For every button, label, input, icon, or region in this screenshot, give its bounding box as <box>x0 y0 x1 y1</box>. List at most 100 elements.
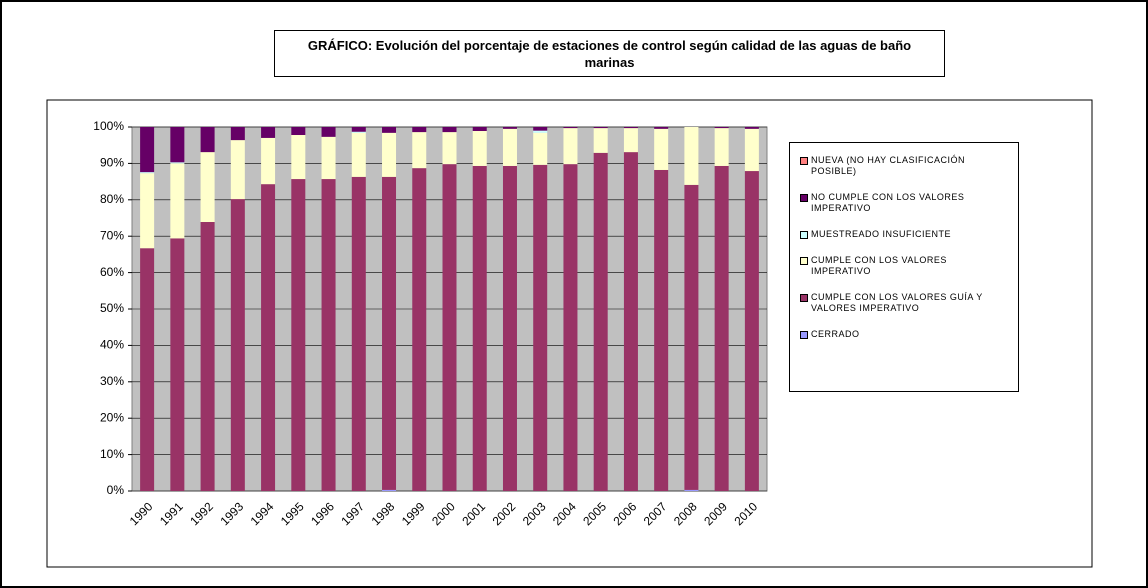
bar-segment <box>533 127 548 131</box>
bar-segment <box>563 128 578 165</box>
bar-segment <box>351 127 366 132</box>
bar-segment <box>593 127 608 129</box>
bar-segment <box>170 162 185 164</box>
legend-label: NUEVA (NO HAY CLASIFICACIÓN POSIBLE) <box>811 155 966 176</box>
y-tick-label: 0% <box>107 483 125 497</box>
bar-segment <box>382 132 397 177</box>
bar-segment <box>412 168 427 491</box>
legend-swatch <box>800 231 808 239</box>
y-tick-label: 50% <box>100 301 124 315</box>
bar-segment <box>502 165 517 491</box>
bar-segment <box>291 135 306 180</box>
bar-segment <box>684 127 699 185</box>
bar-segment <box>533 132 548 165</box>
bar-segment <box>654 127 669 129</box>
bar-segment <box>412 132 427 169</box>
bar-segment <box>442 132 457 165</box>
bar-segment <box>140 172 155 174</box>
bar-segment <box>412 127 427 133</box>
legend-item: CERRADO <box>800 329 990 340</box>
bar-segment <box>744 128 759 172</box>
legend-label: CUMPLE CON LOS VALORES GUÍA Y VALORES IM… <box>811 292 983 313</box>
y-tick-label: 40% <box>100 338 124 352</box>
bar-segment <box>170 163 185 239</box>
bar-segment <box>291 127 306 136</box>
bar-segment <box>200 127 215 153</box>
bar-segment <box>170 127 185 163</box>
bar-segment <box>321 127 336 137</box>
bar-segment <box>623 128 638 153</box>
bar-segment <box>714 128 729 166</box>
y-tick-label: 70% <box>100 228 124 242</box>
bar-segment <box>533 130 548 133</box>
bar-segment <box>654 128 669 170</box>
legend-item: MUESTREADO INSUFICIENTE <box>800 229 990 240</box>
legend-swatch <box>800 257 808 265</box>
bar-segment <box>714 165 729 491</box>
bar-segment <box>684 489 699 491</box>
bar-segment <box>321 179 336 491</box>
legend-swatch <box>800 194 808 202</box>
bar-segment <box>472 127 487 132</box>
bar-segment <box>140 127 155 173</box>
bar-segment <box>170 238 185 491</box>
y-tick-label: 10% <box>100 447 124 461</box>
legend-label: CERRADO <box>811 329 860 339</box>
bar-segment <box>684 184 699 490</box>
bar-segment <box>502 128 517 166</box>
y-tick-label: 100% <box>93 119 124 133</box>
bar-segment <box>442 127 457 133</box>
bar-segment <box>140 173 155 249</box>
bar-segment <box>502 127 517 129</box>
bar-segment <box>382 489 397 491</box>
bar-segment <box>321 136 336 180</box>
bar-segment <box>382 127 397 133</box>
bar-segment <box>714 127 729 129</box>
bar-segment <box>654 169 669 491</box>
bar-segment <box>623 152 638 491</box>
bar-segment <box>533 164 548 491</box>
bar-segment <box>563 127 578 129</box>
bar-segment <box>351 131 366 133</box>
y-tick-label: 90% <box>100 156 124 170</box>
legend-swatch <box>800 331 808 339</box>
bar-segment <box>351 176 366 492</box>
bar-segment <box>593 128 608 153</box>
y-tick-label: 30% <box>100 374 124 388</box>
y-tick-label: 80% <box>100 192 124 206</box>
bar-segment <box>261 137 276 185</box>
legend-swatch <box>800 157 808 165</box>
legend-label: MUESTREADO INSUFICIENTE <box>811 229 952 239</box>
chart-title: GRÁFICO: Evolución del porcentaje de est… <box>274 30 945 77</box>
legend-item: NUEVA (NO HAY CLASIFICACIÓN POSIBLE) <box>800 155 990 177</box>
bar-segment <box>472 165 487 491</box>
bar-segment <box>382 176 397 490</box>
legend: NUEVA (NO HAY CLASIFICACIÓN POSIBLE) NO C… <box>789 142 1019 392</box>
bar-segment <box>200 152 215 223</box>
legend-label: NO CUMPLE CON LOS VALORES IMPERATIVO <box>811 192 965 213</box>
y-tick-label: 60% <box>100 265 124 279</box>
bar-segment <box>563 164 578 492</box>
bar-segment <box>291 179 306 491</box>
legend-item: NO CUMPLE CON LOS VALORES IMPERATIVO <box>800 192 990 214</box>
legend-item: CUMPLE CON LOS VALORES GUÍA Y VALORES IM… <box>800 292 990 314</box>
y-tick-label: 20% <box>100 410 124 424</box>
bar-segment <box>200 222 215 491</box>
bar-segment <box>230 199 245 491</box>
bar-segment <box>623 127 638 129</box>
legend-swatch <box>800 294 808 302</box>
bar-segment <box>230 127 245 141</box>
bar-segment <box>442 164 457 492</box>
bar-segment <box>261 127 276 138</box>
bar-segment <box>593 152 608 491</box>
legend-item: CUMPLE CON LOS VALORES IMPERATIVO <box>800 255 990 277</box>
bar-segment <box>140 248 155 491</box>
bar-segment <box>744 171 759 491</box>
legend-label: CUMPLE CON LOS VALORES IMPERATIVO <box>811 255 947 276</box>
bar-segment <box>744 127 759 129</box>
bar-segment <box>351 132 366 177</box>
bar-segment <box>472 131 487 166</box>
bar-segment <box>230 140 245 200</box>
bar-segment <box>261 184 276 491</box>
